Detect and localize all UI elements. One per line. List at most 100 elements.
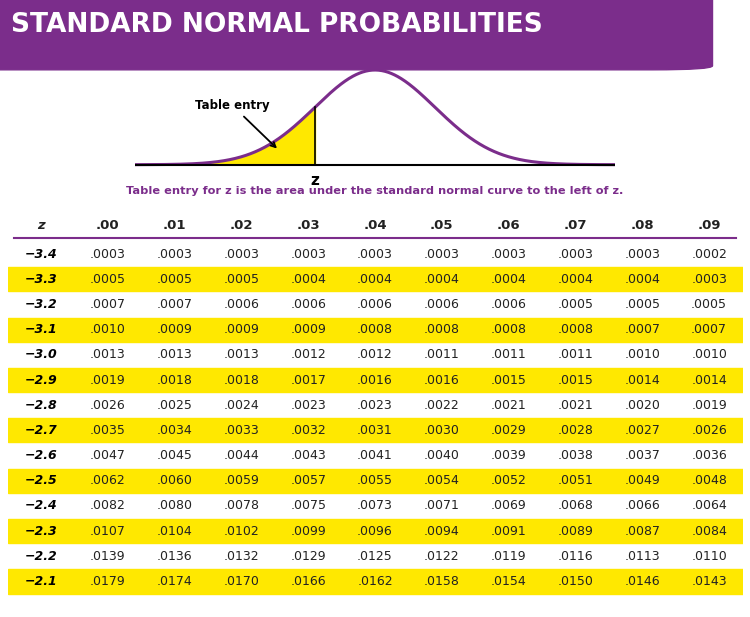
Bar	[0, 0, 585, 51]
Text: .0154: .0154	[490, 575, 526, 588]
Text: .0007: .0007	[157, 298, 193, 311]
Text: .0004: .0004	[557, 273, 593, 286]
Text: .0004: .0004	[290, 273, 326, 286]
Text: .0052: .0052	[490, 474, 526, 487]
Text: −3.4: −3.4	[25, 247, 57, 260]
Text: .0024: .0024	[224, 399, 260, 412]
Text: .0004: .0004	[424, 273, 460, 286]
Text: .0013: .0013	[90, 349, 125, 362]
Text: .0012: .0012	[357, 349, 393, 362]
Text: .0005: .0005	[624, 298, 660, 311]
Text: z: z	[310, 173, 320, 188]
Text: .0016: .0016	[424, 373, 460, 387]
Text: .05: .05	[430, 218, 454, 232]
Text: .03: .03	[296, 218, 320, 232]
Text: .0006: .0006	[290, 298, 326, 311]
Text: .0010: .0010	[692, 349, 727, 362]
Text: .04: .04	[363, 218, 387, 232]
Text: .0005: .0005	[90, 273, 126, 286]
Text: .0122: .0122	[424, 550, 460, 563]
Text: .08: .08	[631, 218, 654, 232]
Text: .0132: .0132	[224, 550, 260, 563]
Text: −2.5: −2.5	[25, 474, 57, 487]
Text: .0054: .0054	[424, 474, 460, 487]
Text: .0104: .0104	[157, 524, 193, 537]
Text: .0015: .0015	[557, 373, 593, 387]
Text: .0011: .0011	[424, 349, 460, 362]
Text: .0006: .0006	[357, 298, 393, 311]
Text: −2.9: −2.9	[25, 373, 57, 387]
Text: −2.2: −2.2	[25, 550, 57, 563]
Text: .0084: .0084	[692, 524, 727, 537]
Text: .0004: .0004	[490, 273, 526, 286]
Text: .0043: .0043	[290, 449, 326, 462]
Text: .0030: .0030	[424, 424, 460, 437]
Text: .0008: .0008	[557, 323, 593, 336]
Text: .0089: .0089	[557, 524, 593, 537]
Text: .0048: .0048	[692, 474, 727, 487]
Text: .0032: .0032	[290, 424, 326, 437]
Text: .0119: .0119	[490, 550, 526, 563]
Text: −2.7: −2.7	[25, 424, 57, 437]
Text: .0102: .0102	[224, 524, 260, 537]
Text: .0040: .0040	[424, 449, 460, 462]
Text: .0008: .0008	[490, 323, 526, 336]
Text: .0003: .0003	[490, 247, 526, 260]
Text: .0025: .0025	[157, 399, 193, 412]
Text: .0003: .0003	[157, 247, 193, 260]
Text: .0096: .0096	[357, 524, 393, 537]
Text: .0049: .0049	[625, 474, 660, 487]
Text: .0003: .0003	[357, 247, 393, 260]
Text: .0158: .0158	[424, 575, 460, 588]
Text: .06: .06	[496, 218, 520, 232]
Text: −3.0: −3.0	[25, 349, 57, 362]
Text: .0017: .0017	[290, 373, 326, 387]
Text: .02: .02	[230, 218, 253, 232]
Text: −2.4: −2.4	[25, 499, 57, 513]
Bar	[8, 318, 742, 342]
Text: .0019: .0019	[90, 373, 125, 387]
Text: −3.3: −3.3	[25, 273, 57, 286]
Text: .0011: .0011	[490, 349, 526, 362]
Text: .0110: .0110	[692, 550, 727, 563]
Text: .0073: .0073	[357, 499, 393, 513]
Text: .0068: .0068	[557, 499, 593, 513]
Text: .00: .00	[96, 218, 119, 232]
Text: .0179: .0179	[90, 575, 125, 588]
Text: .0014: .0014	[692, 373, 727, 387]
Text: .0029: .0029	[490, 424, 526, 437]
Text: .0020: .0020	[624, 399, 660, 412]
Text: .0023: .0023	[290, 399, 326, 412]
Text: .0055: .0055	[357, 474, 393, 487]
Text: −2.1: −2.1	[25, 575, 57, 588]
Text: .0010: .0010	[90, 323, 126, 336]
Text: .0069: .0069	[490, 499, 526, 513]
Text: −2.3: −2.3	[25, 524, 57, 537]
Text: .0075: .0075	[290, 499, 326, 513]
Text: .0125: .0125	[357, 550, 393, 563]
Text: .0009: .0009	[290, 323, 326, 336]
Text: .0146: .0146	[625, 575, 660, 588]
Text: .0018: .0018	[224, 373, 260, 387]
Text: .0003: .0003	[692, 273, 727, 286]
Text: .0027: .0027	[624, 424, 660, 437]
Text: .0113: .0113	[625, 550, 660, 563]
Text: .0139: .0139	[90, 550, 125, 563]
Text: .0012: .0012	[290, 349, 326, 362]
Bar	[8, 569, 742, 594]
Text: .0166: .0166	[290, 575, 326, 588]
Text: .0026: .0026	[692, 424, 727, 437]
Text: .07: .07	[564, 218, 587, 232]
Text: .0071: .0071	[424, 499, 460, 513]
Text: .0035: .0035	[90, 424, 126, 437]
Text: .0002: .0002	[692, 247, 727, 260]
Text: .0003: .0003	[90, 247, 126, 260]
Text: .0066: .0066	[625, 499, 660, 513]
Text: .0004: .0004	[624, 273, 660, 286]
Text: .0099: .0099	[290, 524, 326, 537]
Text: .0051: .0051	[557, 474, 593, 487]
Text: .0062: .0062	[90, 474, 125, 487]
Text: .0003: .0003	[557, 247, 593, 260]
Text: Table entry for z is the area under the standard normal curve to the left of z.: Table entry for z is the area under the …	[126, 186, 624, 196]
Text: .0047: .0047	[90, 449, 126, 462]
